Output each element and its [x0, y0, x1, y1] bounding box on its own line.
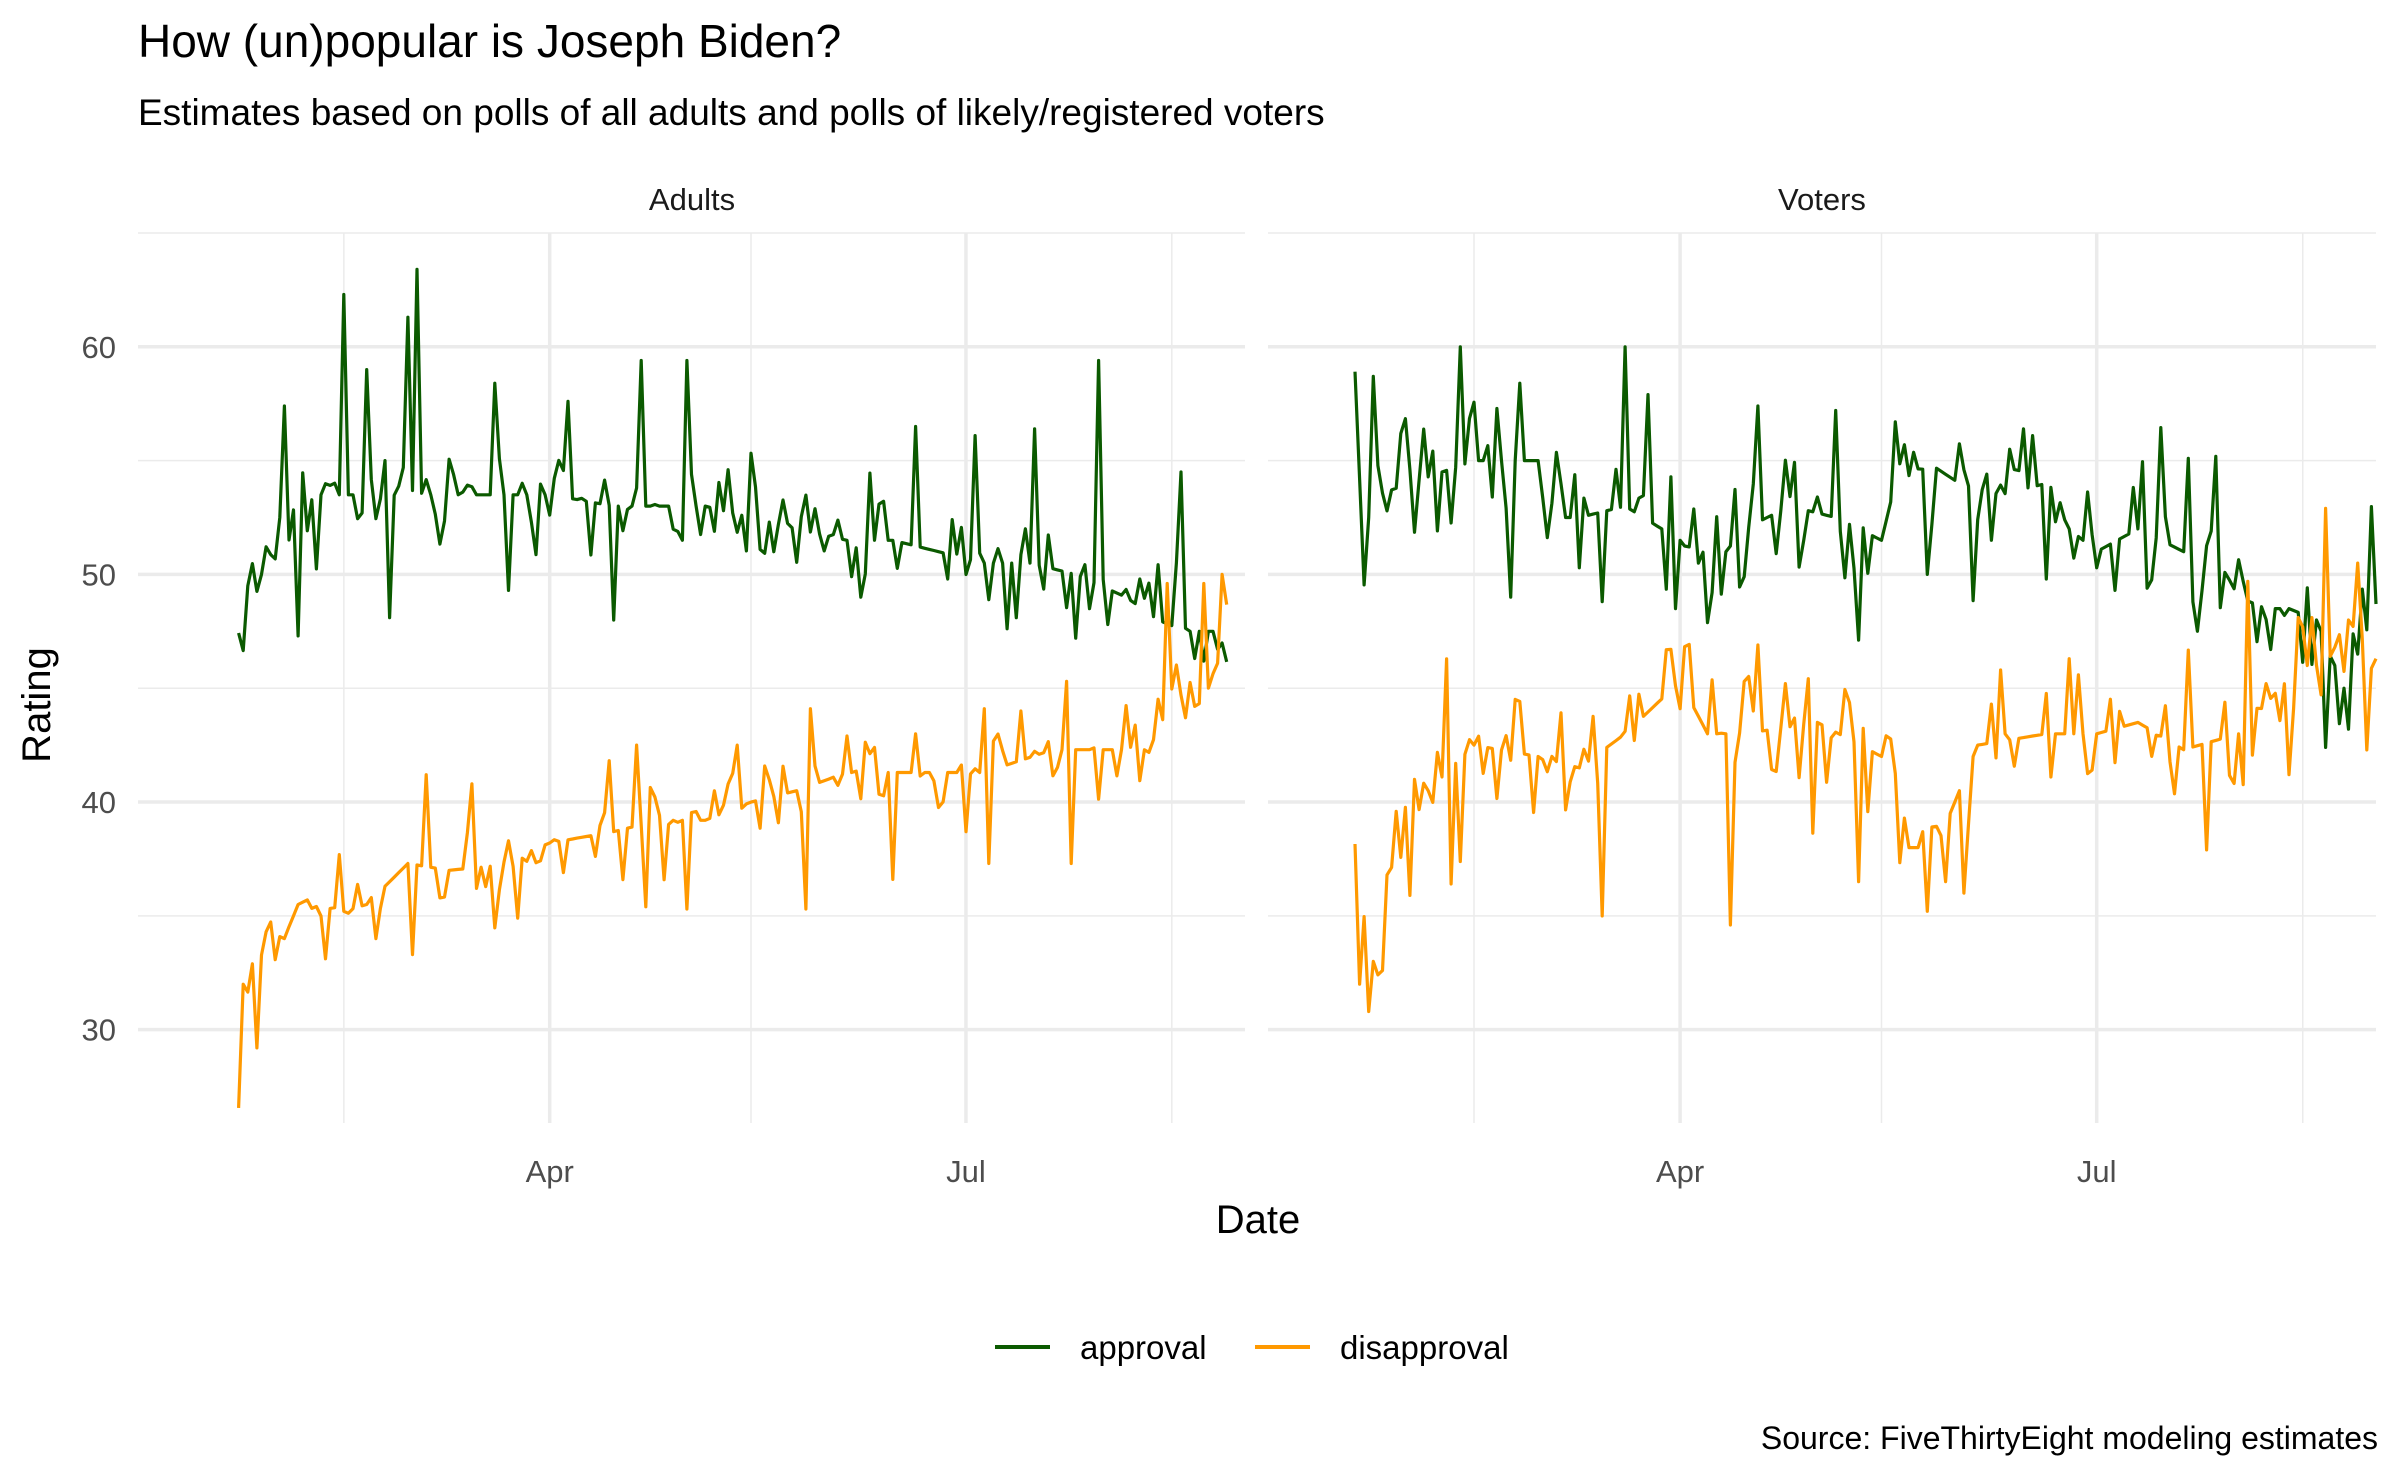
- x-axis-title: Date: [1216, 1198, 1301, 1242]
- chart-title: How (un)popular is Joseph Biden?: [138, 15, 842, 67]
- legend-label-disapproval: disapproval: [1340, 1329, 1509, 1366]
- series-line-approval-voters: [1353, 345, 2378, 749]
- x-tick-label-voters: Jul: [2077, 1154, 2117, 1189]
- x-tick-label-adults: Apr: [526, 1154, 574, 1189]
- panel-strip-adults: Adults: [649, 182, 735, 217]
- grid-layer: [138, 232, 2376, 1123]
- y-tick-label: 30: [82, 1013, 116, 1048]
- x-tick-label-adults: Jul: [946, 1154, 986, 1189]
- tick-label-layer: 30 40 50 60 Apr Jul Apr Jul: [82, 330, 2117, 1189]
- legend: approval disapproval: [995, 1329, 1509, 1366]
- chart-subtitle: Estimates based on polls of all adults a…: [138, 92, 1325, 133]
- y-axis-title: Rating: [15, 647, 59, 763]
- y-tick-label: 60: [82, 330, 116, 365]
- y-tick-label: 40: [82, 785, 116, 820]
- series-line-approval-adults: [237, 267, 1229, 663]
- series-line-disapproval-voters: [1353, 506, 2378, 1014]
- series-line-disapproval-adults: [237, 572, 1229, 1108]
- panel-strip-voters: Voters: [1778, 182, 1866, 217]
- y-tick-label: 50: [82, 557, 116, 592]
- chart-caption: Source: FiveThirtyEight modeling estimat…: [1760, 1420, 2378, 1456]
- series-layer: [237, 267, 2378, 1108]
- legend-label-approval: approval: [1080, 1329, 1207, 1366]
- x-tick-label-voters: Apr: [1656, 1154, 1704, 1189]
